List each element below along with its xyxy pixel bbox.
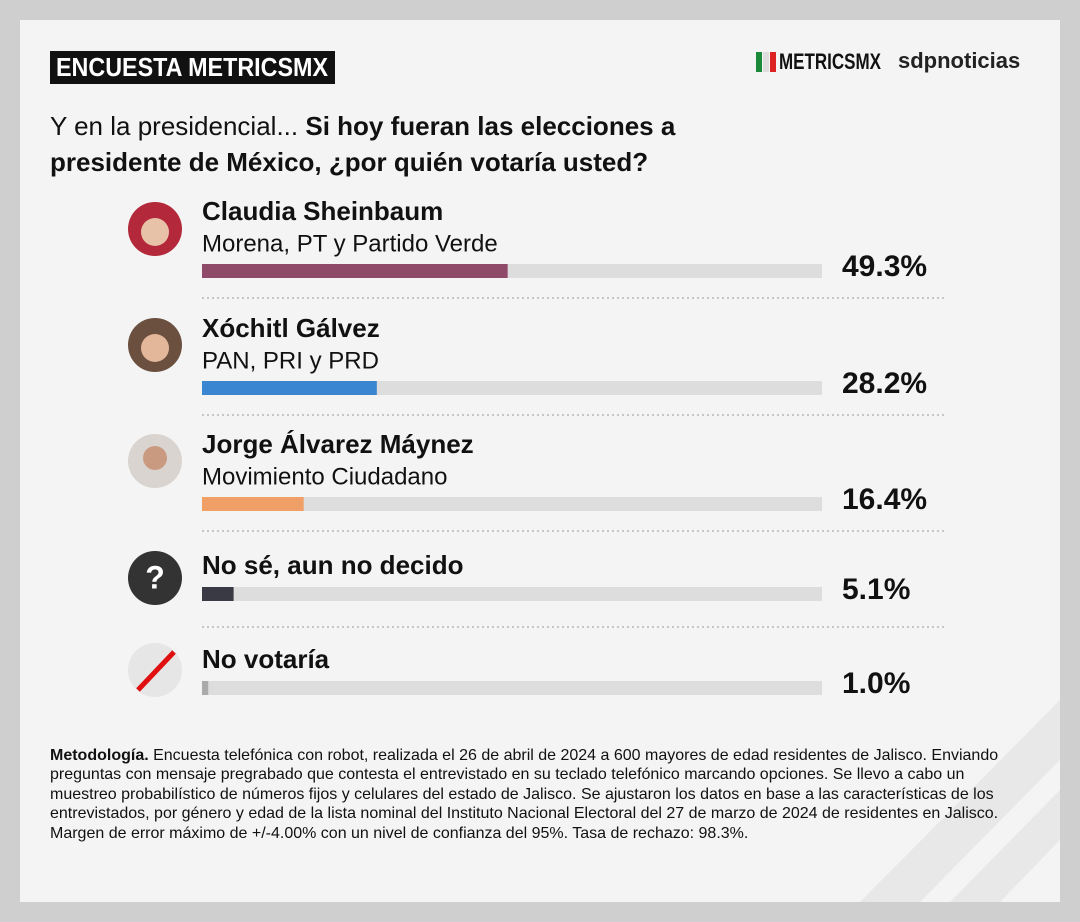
footnote: Metodología. Encuesta telefónica con rob… (50, 746, 1000, 843)
header-title: ENCUESTA METRICSMX (56, 52, 329, 82)
candidate-name: No sé, aun no decido (202, 550, 463, 580)
logo-metricsmx: METRICSMX (779, 49, 881, 74)
logo-bar (770, 52, 776, 72)
candidate-name: Xóchitl Gálvez (202, 313, 380, 343)
logo-bar (763, 52, 769, 72)
candidate-party: Morena, PT y Partido Verde (202, 230, 498, 257)
bar (202, 587, 234, 601)
bar (202, 264, 508, 278)
question: Y en la presidencial... Si hoy fueran la… (50, 108, 740, 180)
decor-stripe (860, 700, 1060, 902)
value-label: 16.4% (842, 483, 927, 516)
value-label: 28.2% (842, 367, 927, 400)
footnote-text: Encuesta telefónica con robot, realizada… (50, 747, 999, 842)
candidate-party: Movimiento Ciudadano (202, 463, 447, 490)
value-label: 49.3% (842, 250, 927, 283)
value-label: 1.0% (842, 667, 910, 700)
bar-track (202, 587, 822, 601)
bar (202, 681, 209, 695)
avatar-face (143, 446, 167, 470)
no-vote-icon (136, 650, 176, 692)
question-main: Si hoy fueran las elecciones a president… (50, 111, 676, 177)
avatar-face (141, 334, 169, 362)
candidate-name: Jorge Álvarez Máynez (202, 429, 474, 459)
question-lead: Y en la presidencial... (50, 111, 299, 141)
panel (20, 20, 1060, 902)
question-icon: ? (145, 559, 165, 595)
logo-bar (756, 52, 762, 72)
avatar-face (141, 218, 169, 246)
logo-sdpnoticias: sdpnoticias (898, 48, 1020, 73)
bar (202, 497, 304, 511)
candidate-name: No votaría (202, 644, 330, 674)
rows: Claudia Sheinbaum Morena, PT y Partido Ve… (202, 196, 946, 700)
candidate-party: PAN, PRI y PRD (202, 347, 379, 374)
title-box (50, 51, 335, 84)
decor-stripe (950, 790, 1060, 902)
bar-track (202, 497, 822, 511)
bar-track (202, 681, 822, 695)
bar (202, 381, 377, 395)
value-label: 5.1% (842, 573, 910, 606)
candidate-name: Claudia Sheinbaum (202, 196, 443, 226)
avatar (128, 551, 182, 605)
footnote-label: Metodología. (50, 747, 149, 764)
